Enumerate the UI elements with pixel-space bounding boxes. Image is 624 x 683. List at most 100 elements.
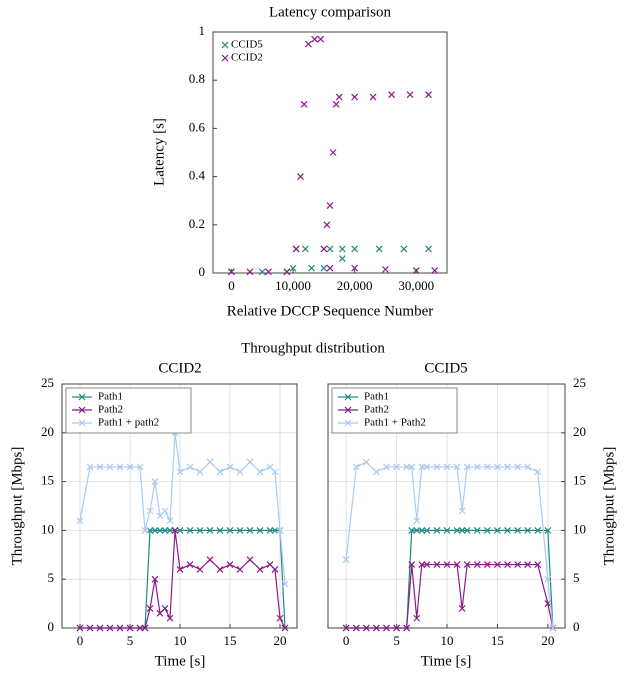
data-point xyxy=(276,614,284,622)
x-tick-label: 0 xyxy=(343,633,350,648)
chart-title: CCID5 xyxy=(424,360,467,376)
y-tick-label: 0.4 xyxy=(189,168,206,183)
y-tick-label: 10 xyxy=(41,521,54,536)
data-point xyxy=(196,468,204,476)
x-tick-label: 20 xyxy=(274,633,287,648)
data-point xyxy=(369,93,377,101)
data-point xyxy=(161,526,169,534)
data-point xyxy=(413,614,421,622)
legend-label: Path1 xyxy=(364,391,389,403)
data-point xyxy=(504,526,511,534)
data-point xyxy=(226,463,234,471)
y-tick-label: 25 xyxy=(573,375,586,390)
data-point xyxy=(264,268,272,276)
data-point xyxy=(166,517,174,525)
y-axis-label: Throughput [Mbps] xyxy=(601,447,617,566)
data-point xyxy=(141,526,149,534)
legend-label: Path1 xyxy=(98,391,123,403)
legend-label: CCID5 xyxy=(231,39,263,51)
data-point xyxy=(96,463,104,471)
data-point xyxy=(236,526,244,534)
data-point xyxy=(433,526,441,534)
data-point xyxy=(326,202,334,209)
x-tick-label: 10,000 xyxy=(275,278,311,293)
data-point xyxy=(196,526,204,534)
data-point xyxy=(524,526,532,534)
data-point xyxy=(136,624,144,632)
data-point xyxy=(362,624,370,632)
data-point xyxy=(161,507,169,515)
data-point xyxy=(458,605,466,612)
legend-marker xyxy=(344,419,352,427)
data-point xyxy=(151,478,159,486)
chart-title: Latency comparison xyxy=(269,4,392,20)
data-point xyxy=(258,268,266,276)
data-point xyxy=(116,463,124,471)
y-tick-label: 15 xyxy=(41,473,54,488)
data-point xyxy=(176,526,184,534)
legend-marker xyxy=(78,419,86,427)
data-point xyxy=(473,561,481,568)
data-point xyxy=(483,463,491,471)
data-point xyxy=(443,561,451,568)
data-point xyxy=(423,526,431,534)
data-point xyxy=(226,561,234,568)
data-point xyxy=(76,624,84,632)
data-point xyxy=(352,624,360,632)
data-point xyxy=(423,561,431,568)
y-tick-label: 0.8 xyxy=(189,71,205,86)
data-point xyxy=(544,575,552,583)
x-tick-label: 20,000 xyxy=(337,278,373,293)
data-point xyxy=(301,245,309,253)
data-point xyxy=(483,561,491,568)
y-tick-label: 25 xyxy=(41,375,54,390)
y-tick-label: 0 xyxy=(573,619,580,634)
data-point xyxy=(106,463,114,471)
y-tick-label: 20 xyxy=(41,424,54,439)
data-point xyxy=(400,245,408,253)
x-tick-label: 0 xyxy=(228,278,235,293)
data-point xyxy=(372,468,380,476)
data-point xyxy=(443,463,451,471)
data-point xyxy=(246,458,254,466)
data-point xyxy=(433,561,441,568)
data-point xyxy=(408,526,416,534)
data-point xyxy=(453,526,461,534)
data-point xyxy=(126,624,134,632)
data-point xyxy=(342,556,350,564)
data-point xyxy=(433,463,441,471)
data-point xyxy=(228,268,235,276)
x-tick-label: 10 xyxy=(441,633,454,648)
x-tick-label: 15 xyxy=(491,633,504,648)
data-point xyxy=(494,561,501,568)
data-point xyxy=(393,624,401,632)
data-point xyxy=(458,507,466,515)
data-point xyxy=(289,264,297,272)
data-point xyxy=(534,561,542,568)
legend-label: Path1 + Path2 xyxy=(364,417,426,429)
y-tick-label: 20 xyxy=(573,424,586,439)
data-point xyxy=(256,468,264,476)
data-point xyxy=(403,463,411,471)
data-point xyxy=(116,624,124,632)
x-tick-label: 5 xyxy=(127,633,134,648)
data-point xyxy=(463,526,471,534)
x-tick-label: 15 xyxy=(224,633,237,648)
data-point xyxy=(514,526,522,534)
plot-frame xyxy=(327,383,566,629)
data-point xyxy=(534,468,542,476)
data-point xyxy=(514,561,522,568)
data-point xyxy=(329,149,337,156)
y-tick-label: 15 xyxy=(573,473,586,488)
data-point xyxy=(86,463,94,471)
data-point xyxy=(323,221,331,229)
data-point xyxy=(338,255,346,262)
data-point xyxy=(161,605,169,612)
data-point xyxy=(408,561,416,568)
legend-label: Path1 + path2 xyxy=(98,417,159,429)
data-point xyxy=(388,91,396,99)
legend-label: Path2 xyxy=(364,404,389,416)
data-point xyxy=(453,561,461,568)
